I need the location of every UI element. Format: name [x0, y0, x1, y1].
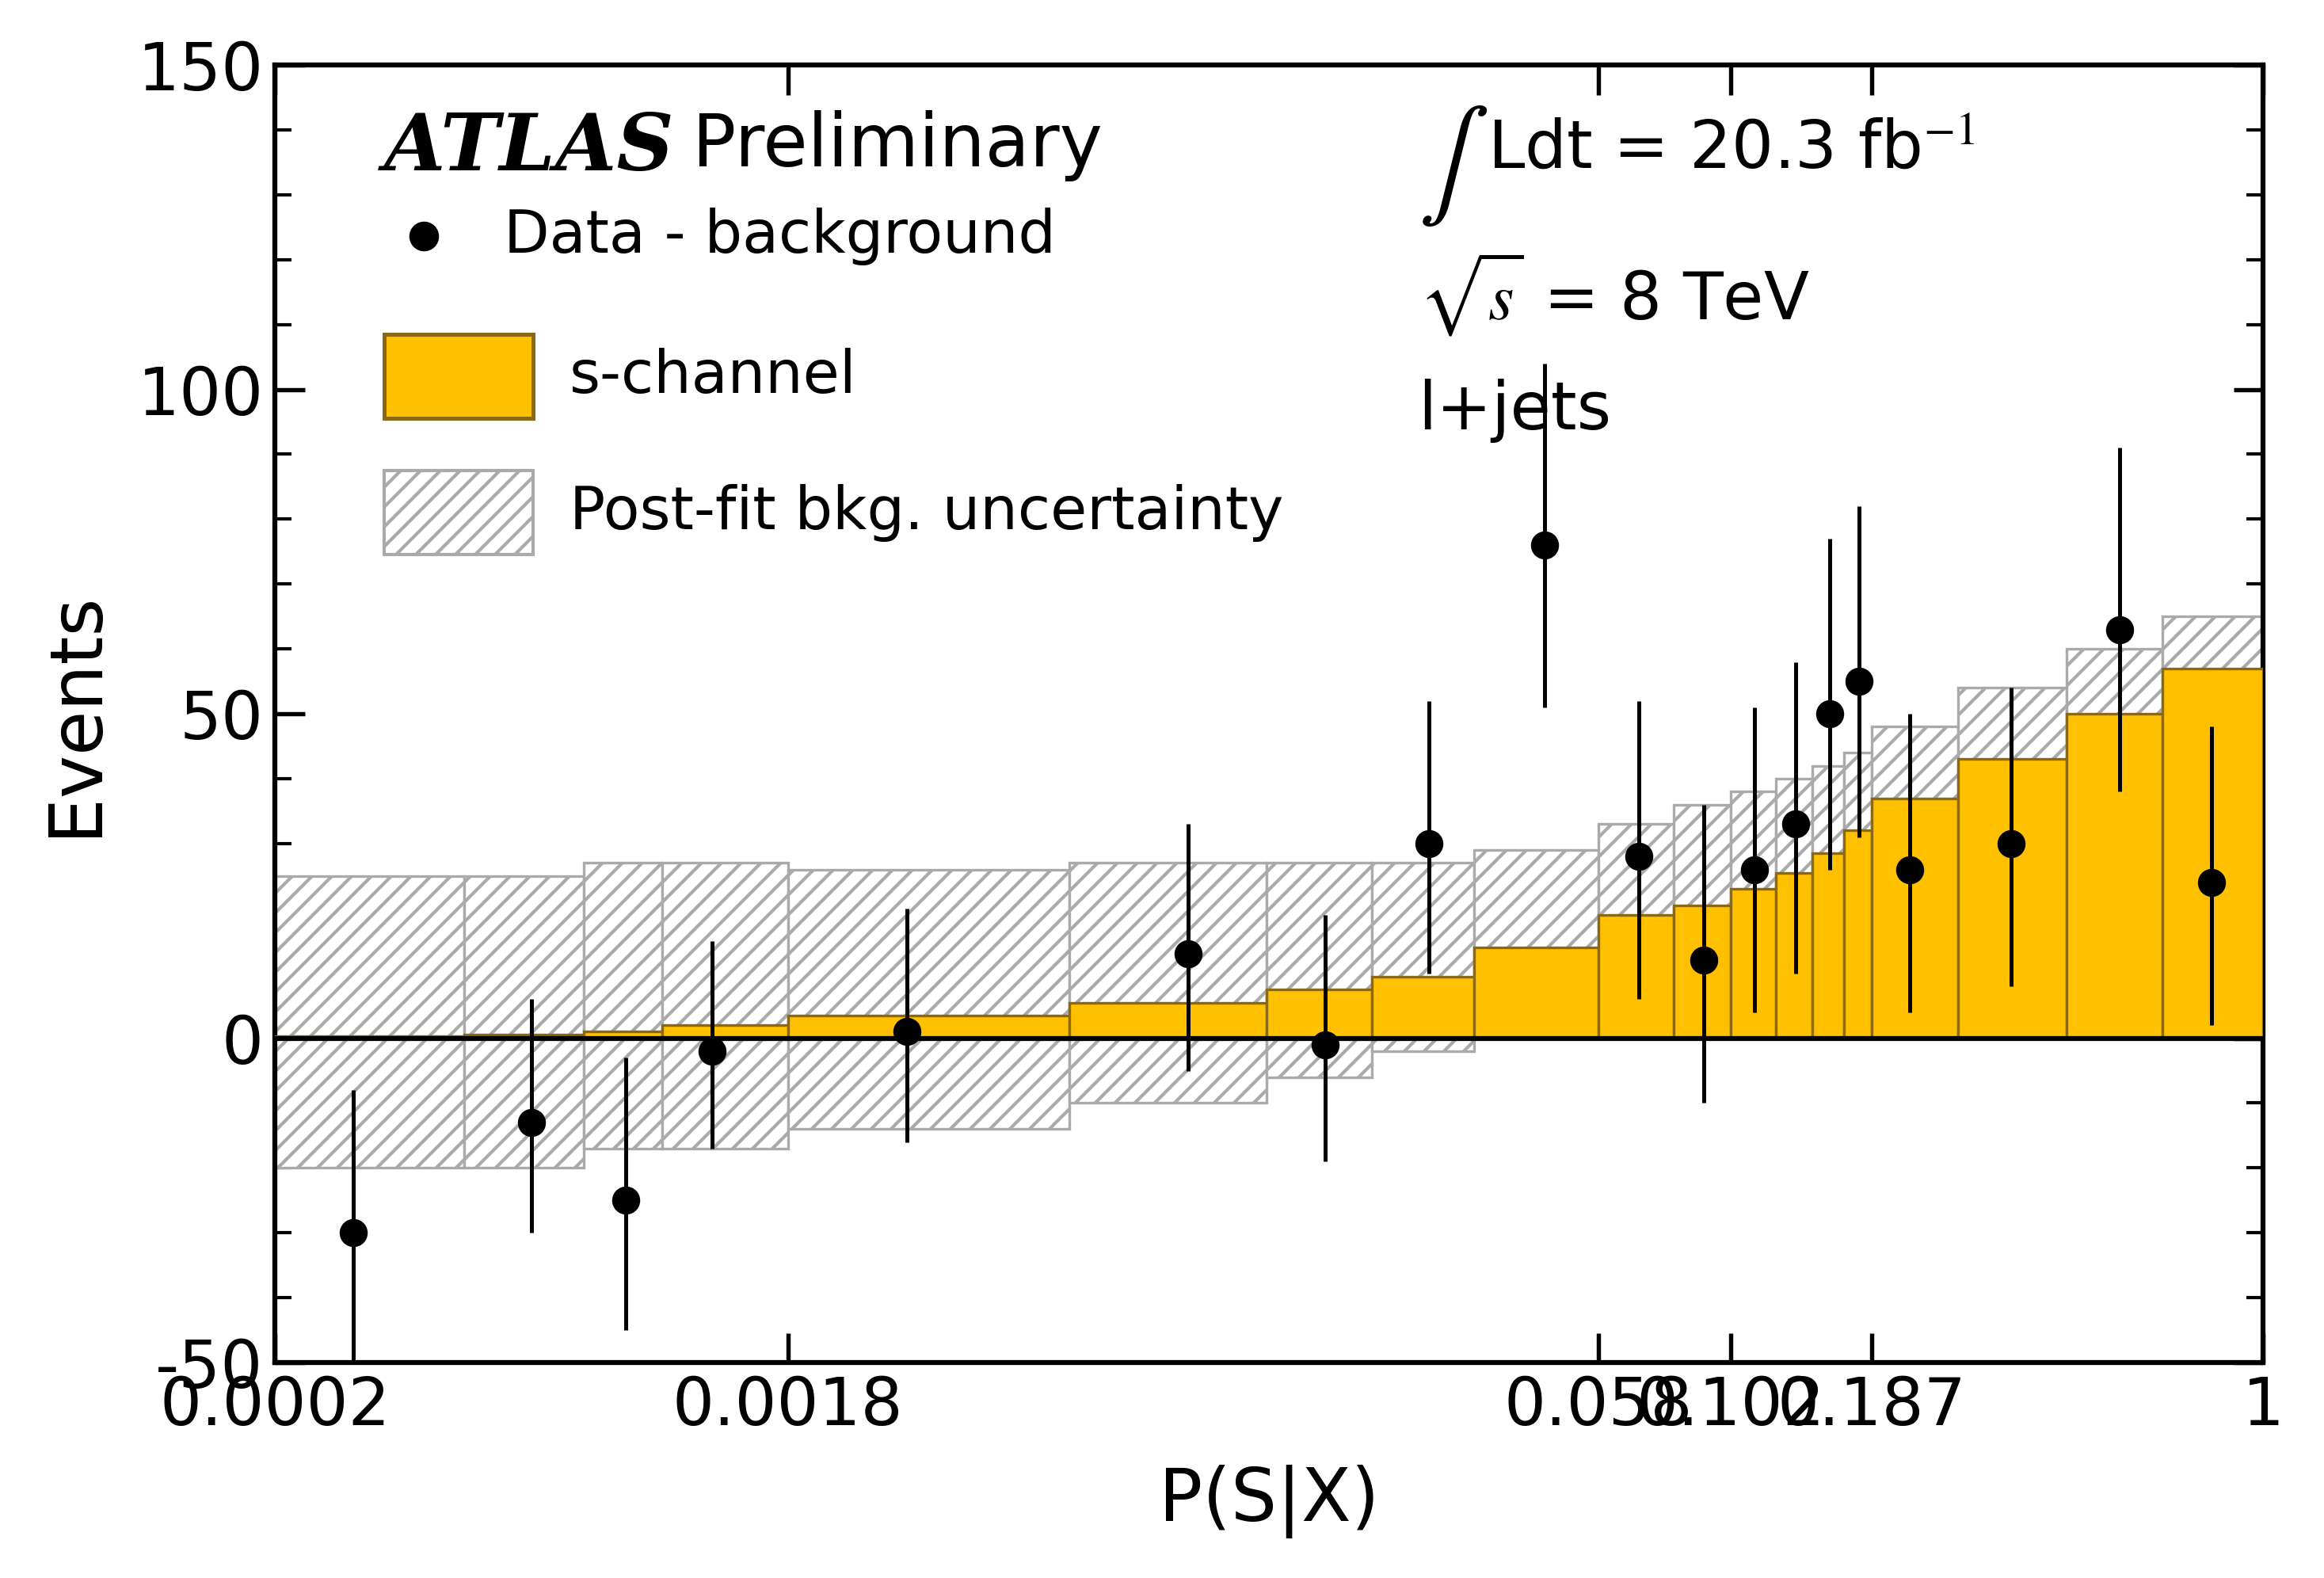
Bar	[1731, 792, 1776, 961]
Bar	[383, 335, 535, 418]
Bar	[1871, 798, 1957, 1038]
Bar	[1473, 947, 1599, 1038]
Bar	[274, 876, 465, 1168]
Bar	[1813, 854, 1845, 1038]
Bar	[1371, 863, 1473, 1051]
Bar	[1871, 727, 1957, 863]
Bar	[1069, 863, 1267, 1103]
Bar	[1957, 759, 2066, 1038]
Bar	[2066, 649, 2164, 786]
Bar	[1069, 1002, 1267, 1038]
Text: Ldt = 20.3 fb$^{-1}$: Ldt = 20.3 fb$^{-1}$	[1487, 117, 1975, 181]
Text: Post-fit bkg. uncertainty: Post-fit bkg. uncertainty	[569, 484, 1283, 541]
Text: Preliminary: Preliminary	[693, 110, 1102, 181]
Bar	[1673, 906, 1731, 1038]
Bar	[1599, 915, 1673, 1038]
Bar	[2066, 713, 2164, 1038]
Bar	[1845, 830, 1871, 1038]
Bar	[1813, 765, 1845, 915]
Text: $\sqrt{s}$ = 8 TeV: $\sqrt{s}$ = 8 TeV	[1418, 249, 1810, 338]
Bar	[788, 869, 1069, 1128]
Text: l+jets: l+jets	[1418, 379, 1611, 443]
Bar	[1599, 824, 1673, 993]
Text: Data - background: Data - background	[504, 207, 1055, 265]
Bar	[1776, 873, 1813, 1038]
Bar	[662, 1026, 788, 1038]
Y-axis label: Events: Events	[40, 590, 112, 836]
Bar	[1731, 888, 1776, 1038]
Bar	[1267, 989, 1371, 1038]
Bar	[1371, 977, 1473, 1038]
Bar	[1776, 778, 1813, 934]
Bar	[1957, 688, 2066, 824]
Bar	[274, 1037, 465, 1038]
Bar	[2164, 617, 2264, 740]
Bar	[465, 1035, 583, 1038]
Text: $\int$: $\int$	[1418, 104, 1487, 229]
Bar	[583, 1032, 662, 1038]
Bar	[1473, 851, 1599, 1026]
Text: s-channel: s-channel	[569, 347, 858, 406]
Bar	[788, 1016, 1069, 1038]
Bar	[1267, 863, 1371, 1078]
Bar	[465, 876, 583, 1168]
Bar	[583, 863, 662, 1149]
Text: ATLAS: ATLAS	[383, 110, 674, 186]
Bar	[662, 863, 788, 1149]
Bar	[2164, 669, 2264, 1038]
Bar	[383, 470, 535, 555]
X-axis label: P(S|X): P(S|X)	[1160, 1464, 1380, 1539]
Bar	[1673, 805, 1731, 980]
Bar	[1845, 753, 1871, 888]
